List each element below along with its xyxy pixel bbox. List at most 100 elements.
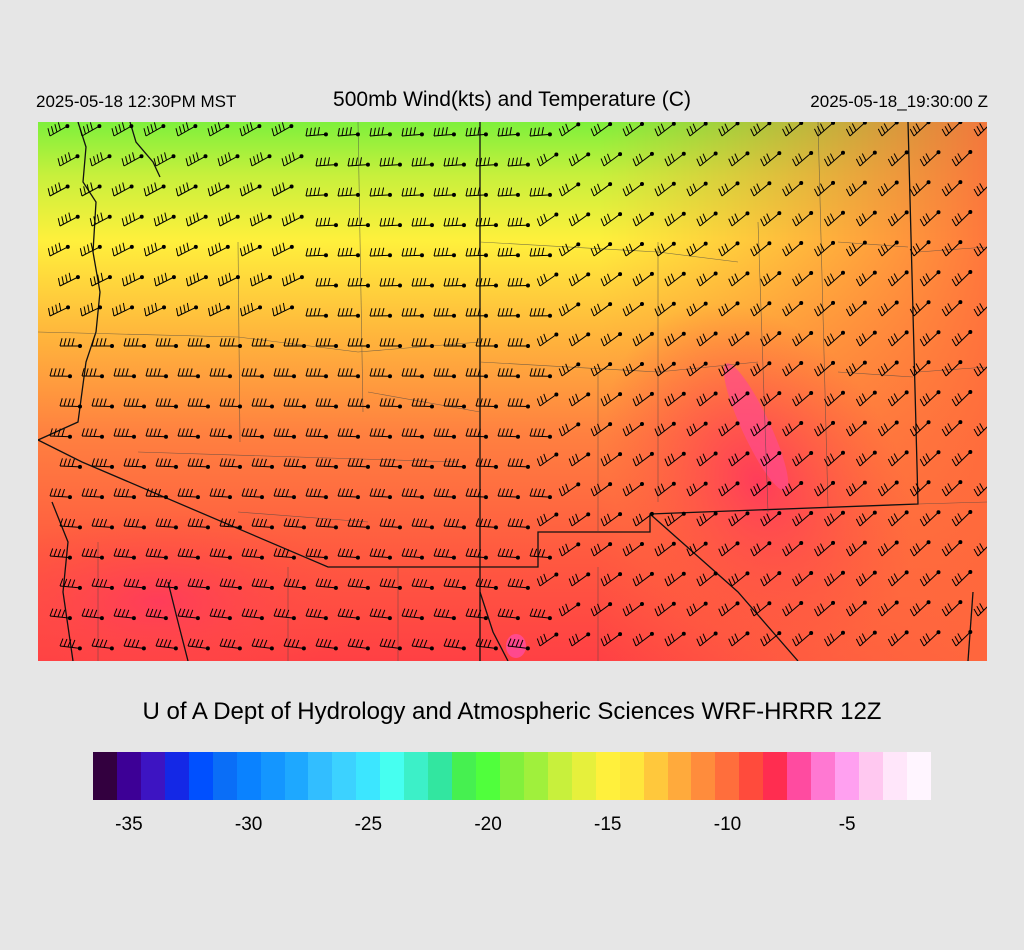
wind-barb xyxy=(475,458,498,469)
wind-barb xyxy=(814,240,836,257)
wind-barb xyxy=(347,518,370,530)
wind-barb xyxy=(369,488,392,500)
temperature-field xyxy=(38,122,987,661)
colorbar-swatch xyxy=(284,752,309,800)
wind-barb xyxy=(664,391,686,407)
wind-barb xyxy=(823,450,845,467)
wind-barb xyxy=(664,571,686,587)
wind-barb xyxy=(47,242,70,257)
wind-barb xyxy=(941,180,963,197)
colorbar-swatch xyxy=(332,752,357,800)
wind-barb xyxy=(600,452,623,467)
wind-barb xyxy=(590,422,613,437)
wind-barb xyxy=(283,338,306,348)
wind-barb xyxy=(529,127,552,137)
wind-barb xyxy=(568,452,591,467)
wind-barb xyxy=(123,398,146,409)
wind-barb xyxy=(590,182,613,197)
colorbar-swatch xyxy=(452,752,476,800)
wind-barb xyxy=(475,157,498,167)
wind-barb xyxy=(443,638,466,651)
wind-barb xyxy=(411,277,434,288)
wind-barb xyxy=(792,210,814,227)
wind-barb xyxy=(475,398,498,409)
wind-barb xyxy=(113,428,136,439)
wind-barb xyxy=(622,481,644,497)
wind-barb xyxy=(497,548,520,560)
wind-barb xyxy=(347,277,370,288)
wind-barb xyxy=(973,243,987,257)
wind-barb xyxy=(686,181,708,197)
wind-barb xyxy=(600,392,623,407)
colorbar-swatch xyxy=(835,752,859,800)
wind-barb xyxy=(782,481,804,497)
wind-barb xyxy=(855,330,877,347)
wind-barb xyxy=(782,122,804,137)
wind-barb xyxy=(123,458,146,469)
wind-barb xyxy=(47,122,70,137)
wind-barb xyxy=(113,488,136,500)
wind-barb xyxy=(347,458,370,469)
wind-barb xyxy=(951,210,973,227)
wind-barb xyxy=(855,630,877,647)
wind-barb xyxy=(664,631,686,647)
wind-barb xyxy=(347,157,370,167)
wind-barb xyxy=(111,242,134,257)
wind-barb xyxy=(568,572,591,587)
wind-barb xyxy=(347,217,370,228)
wind-barb xyxy=(177,608,200,621)
wind-barb xyxy=(590,542,613,557)
wind-barb xyxy=(750,601,772,617)
wind-barb xyxy=(57,152,80,167)
wind-barb xyxy=(465,127,488,137)
wind-barb xyxy=(558,242,581,257)
wind-barb xyxy=(686,241,708,257)
colorbar-swatch xyxy=(619,752,644,800)
wind-barb xyxy=(175,122,198,137)
wind-barb xyxy=(654,122,676,137)
wind-barb xyxy=(145,488,168,500)
colorbar-swatch xyxy=(404,752,429,800)
wind-barb xyxy=(283,458,306,469)
wind-barb xyxy=(632,511,654,527)
wind-barb xyxy=(622,122,644,137)
wind-barb xyxy=(728,511,750,527)
wind-barb xyxy=(79,182,102,197)
wind-barb xyxy=(909,540,931,557)
wind-barb xyxy=(823,270,845,287)
wind-barb xyxy=(529,608,552,621)
wind-barb xyxy=(475,217,498,228)
wind-barb xyxy=(792,270,814,287)
wind-barb xyxy=(782,301,804,317)
colorbar-swatch xyxy=(739,752,764,800)
wind-barb xyxy=(728,391,750,407)
wind-barb xyxy=(814,300,836,317)
wind-barb xyxy=(951,150,973,167)
wind-barb xyxy=(728,571,750,587)
wind-barb xyxy=(209,368,232,379)
wind-barb xyxy=(49,488,72,500)
wind-barb xyxy=(558,182,581,197)
wind-barb xyxy=(497,307,520,318)
wind-barb xyxy=(686,122,708,137)
wind-barb xyxy=(379,157,402,167)
wind-barb xyxy=(909,360,931,377)
wind-barb xyxy=(622,601,644,617)
wind-barb xyxy=(433,127,456,137)
wind-barb xyxy=(814,180,836,197)
wind-barb xyxy=(718,601,740,617)
wind-barb xyxy=(792,630,814,647)
colorbar-swatch xyxy=(571,752,596,800)
wind-barb xyxy=(315,277,338,288)
wind-barb xyxy=(177,548,200,560)
wind-barb xyxy=(433,307,456,318)
wind-barb xyxy=(529,307,552,318)
wind-barb xyxy=(951,570,973,587)
wind-barb xyxy=(465,488,488,500)
wind-barb xyxy=(973,543,987,557)
wind-barb xyxy=(536,212,559,227)
wind-barb xyxy=(590,362,613,377)
wind-barb xyxy=(443,518,466,530)
wind-barb xyxy=(207,242,230,257)
wind-barb xyxy=(145,548,168,560)
